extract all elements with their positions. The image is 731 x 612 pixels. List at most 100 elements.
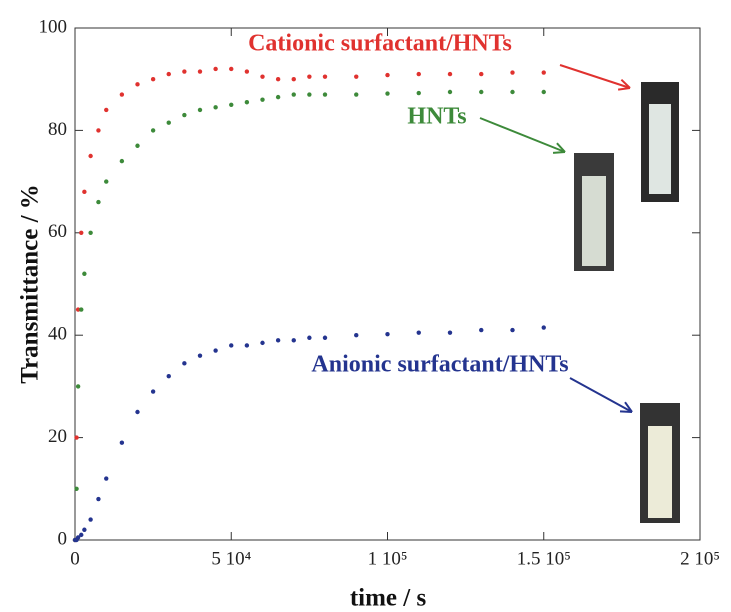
data-point: [417, 91, 421, 95]
series-label: HNTs: [407, 104, 466, 130]
data-point: [354, 333, 358, 337]
data-point: [323, 74, 327, 78]
data-point: [88, 154, 92, 158]
data-point: [245, 69, 249, 73]
data-point: [307, 74, 311, 78]
data-point: [307, 336, 311, 340]
data-point: [151, 77, 155, 81]
data-point: [104, 476, 108, 480]
data-point: [229, 343, 233, 347]
y-tick-label: 40: [48, 324, 67, 345]
data-point: [151, 128, 155, 132]
series-label: Cationic surfactant/HNTs: [248, 31, 512, 57]
data-point: [542, 90, 546, 94]
data-point: [385, 73, 389, 77]
data-point: [213, 67, 217, 71]
annotation-arrow: [480, 118, 565, 152]
y-tick-label: 20: [48, 426, 67, 447]
data-point: [323, 92, 327, 96]
data-point: [354, 92, 358, 96]
plot-frame: [75, 28, 700, 540]
data-point: [385, 91, 389, 95]
data-point: [292, 338, 296, 342]
y-tick-label: 80: [48, 119, 67, 140]
annotation-arrow: [560, 65, 630, 88]
data-point: [79, 231, 83, 235]
data-point: [151, 389, 155, 393]
data-point: [510, 90, 514, 94]
x-tick-label: 1 10⁵: [368, 548, 408, 569]
data-point: [245, 343, 249, 347]
data-point: [135, 410, 139, 414]
vial-body: [649, 104, 671, 194]
y-tick-label: 0: [58, 528, 68, 549]
x-tick-label: 2 10⁵: [680, 548, 720, 569]
data-point: [448, 90, 452, 94]
series-label: Anionic surfactant/HNTs: [311, 352, 568, 378]
data-point: [198, 69, 202, 73]
data-point: [82, 272, 86, 276]
data-point: [479, 90, 483, 94]
data-point: [260, 97, 264, 101]
data-point: [448, 72, 452, 76]
data-point: [292, 77, 296, 81]
data-point: [74, 487, 78, 491]
data-point: [76, 384, 80, 388]
x-tick-label: 0: [70, 548, 80, 569]
data-point: [260, 74, 264, 78]
data-point: [167, 121, 171, 125]
data-point: [307, 92, 311, 96]
data-point: [182, 69, 186, 73]
data-point: [182, 361, 186, 365]
x-tick-label: 1.5 10⁵: [517, 548, 571, 569]
data-point: [542, 325, 546, 329]
y-tick-label: 100: [39, 16, 68, 37]
data-point: [479, 328, 483, 332]
data-point: [510, 328, 514, 332]
data-point: [82, 528, 86, 532]
data-point: [135, 144, 139, 148]
data-point: [479, 72, 483, 76]
data-point: [120, 159, 124, 163]
x-axis-label: time / s: [350, 585, 427, 612]
vial-body: [582, 176, 606, 266]
y-tick-label: 60: [48, 221, 67, 242]
data-point: [167, 72, 171, 76]
data-point: [510, 70, 514, 74]
data-point: [276, 338, 280, 342]
data-point: [74, 435, 78, 439]
data-point: [245, 100, 249, 104]
data-point: [120, 92, 124, 96]
data-point: [542, 70, 546, 74]
annotation-arrow: [570, 378, 632, 412]
data-point: [167, 374, 171, 378]
data-point: [96, 497, 100, 501]
data-point: [79, 533, 83, 537]
data-point: [82, 190, 86, 194]
x-tick-label: 5 10⁴: [211, 548, 251, 569]
data-point: [79, 307, 83, 311]
data-point: [96, 128, 100, 132]
data-point: [229, 103, 233, 107]
data-point: [96, 200, 100, 204]
chart: time / s Transmittance / % 05 10⁴1 10⁵1.…: [0, 0, 731, 612]
data-point: [292, 92, 296, 96]
data-point: [276, 95, 280, 99]
data-point: [229, 67, 233, 71]
data-point: [323, 336, 327, 340]
data-point: [260, 341, 264, 345]
data-point: [120, 441, 124, 445]
vial-photos: [574, 82, 680, 523]
data-point: [213, 105, 217, 109]
data-point: [198, 353, 202, 357]
data-point: [417, 72, 421, 76]
data-point: [135, 82, 139, 86]
data-point: [198, 108, 202, 112]
data-point: [417, 330, 421, 334]
data-point: [182, 113, 186, 117]
data-point: [448, 330, 452, 334]
data-point: [104, 179, 108, 183]
data-point: [276, 77, 280, 81]
vial-body: [648, 426, 672, 518]
data-point: [104, 108, 108, 112]
